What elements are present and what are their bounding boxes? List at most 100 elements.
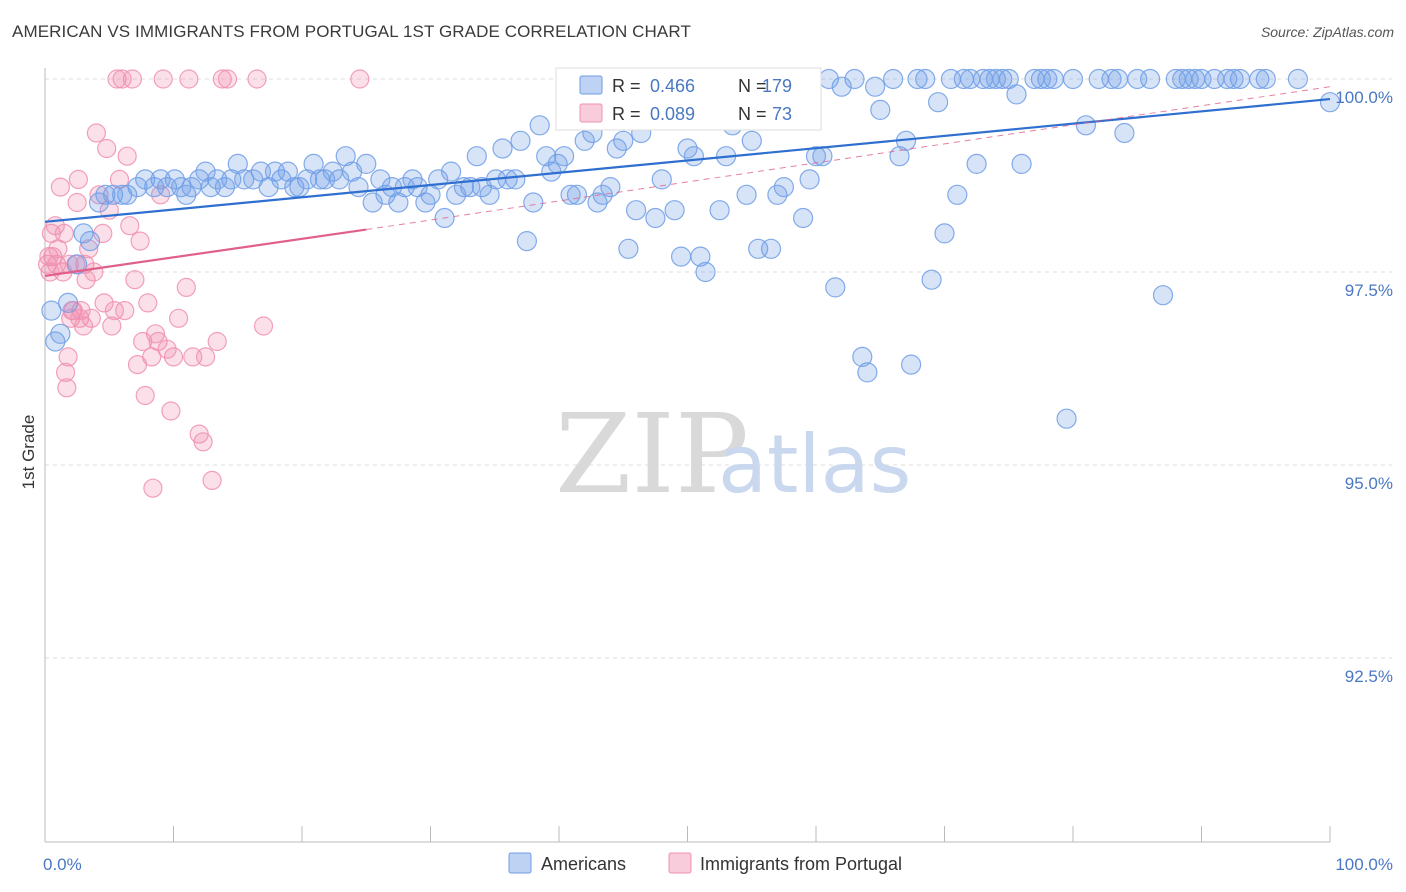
americans-point-151 [1056, 408, 1077, 429]
y-tick-labels: 92.5% 95.0% 97.5% 100.0% [1335, 88, 1393, 686]
portugal-trend-extension [366, 86, 1331, 231]
americans-point-73 [529, 115, 550, 136]
portugal-swatch [579, 103, 603, 123]
americans-point-150 [1043, 68, 1064, 90]
portugal-point-35 [117, 146, 137, 166]
americans-point-170 [1249, 68, 1270, 90]
americans-point-125 [870, 99, 891, 121]
axes [44, 68, 1331, 843]
americans-point-83 [592, 184, 613, 205]
americans-point-38 [303, 153, 324, 174]
legend-americans-swatch [508, 852, 532, 874]
grid-lines [45, 78, 1392, 659]
portugal-point-58 [193, 432, 213, 452]
americans-point-42 [329, 169, 350, 190]
portugal-point-27 [94, 293, 114, 313]
portugal-n-value: 73 [772, 104, 792, 124]
americans-point-155 [1101, 68, 1122, 90]
portugal-r-label: R = [612, 104, 641, 124]
portugal-point-59 [196, 347, 216, 367]
americans-point-80 [574, 130, 595, 151]
americans-point-16 [157, 177, 178, 198]
americans-point-35 [284, 177, 305, 198]
portugal-point-30 [102, 316, 122, 336]
portugal-point-11 [58, 347, 78, 367]
portugal-point-52 [163, 347, 184, 367]
americans-point-86 [613, 130, 634, 151]
portugal-point-26 [93, 223, 113, 243]
portugal-point-10 [57, 378, 77, 398]
portugal-point-63 [217, 69, 238, 89]
americans-point-122 [852, 346, 873, 367]
portugal-point-49 [153, 69, 173, 89]
americans-point-91 [645, 207, 666, 229]
y-axis-label: 1st Grade [19, 415, 38, 490]
bottom-legend: Americans Immigrants from Portugal [508, 852, 902, 874]
portugal-point-53 [169, 308, 189, 328]
americans-point-168 [1223, 68, 1244, 90]
portugal-point-24 [86, 123, 107, 143]
americans-point-6 [73, 223, 94, 244]
americans-point-45 [348, 177, 369, 198]
americans-point-67 [492, 138, 513, 159]
americans-point-123 [857, 362, 878, 383]
americans-point-106 [741, 130, 762, 151]
americans-n-label: N = [738, 76, 767, 96]
portugal-point-51 [161, 401, 181, 421]
americans-point-97 [683, 146, 705, 167]
americans-point-134 [934, 223, 955, 244]
americans-point-88 [625, 200, 647, 221]
portugal-point-46 [145, 324, 166, 344]
americans-point-40 [315, 169, 336, 190]
portugal-r-value: 0.089 [650, 104, 695, 124]
americans-point-131 [915, 68, 936, 90]
americans-point-132 [921, 269, 942, 290]
watermark-zip: ZIP [555, 390, 749, 518]
americans-point-157 [1114, 122, 1135, 144]
americans-point-171 [1255, 68, 1276, 90]
portugal-point-70 [46, 254, 67, 274]
americans-point-130 [907, 68, 928, 90]
americans-point-115 [799, 169, 820, 190]
americans-point-12 [127, 177, 148, 198]
portugal-point-64 [247, 69, 267, 89]
portugal-point-66 [350, 69, 370, 89]
americans-point-111 [773, 177, 795, 198]
portugal-point-22 [81, 308, 101, 328]
americans-point-121 [844, 68, 865, 90]
americans-point-77 [553, 146, 575, 167]
watermark-atlas: atlas [718, 418, 911, 511]
portugal-point-62 [212, 69, 232, 89]
americans-point-46 [356, 153, 377, 174]
x-tick-label-1: 100.0% [1335, 855, 1393, 874]
americans-point-149 [1037, 68, 1058, 90]
americans-point-114 [792, 207, 814, 229]
portugal-point-60 [202, 470, 222, 490]
portugal-point-45 [143, 478, 163, 498]
americans-point-65 [479, 184, 500, 205]
y-tick-label-1: 95.0% [1345, 474, 1393, 493]
portugal-point-61 [207, 331, 227, 352]
source-credit: Source: ZipAtlas.com [1260, 24, 1394, 40]
americans-point-70 [510, 130, 531, 151]
americans-trend-line [44, 97, 1331, 223]
legend-americans-label: Americans [541, 854, 626, 874]
portugal-point-38 [125, 270, 145, 290]
americans-point-173 [1319, 92, 1341, 113]
americans-point-136 [947, 184, 968, 205]
americans-point-101 [709, 200, 730, 221]
portugal-point-43 [138, 293, 158, 313]
americans-point-98 [690, 246, 711, 267]
portugal-point-42 [135, 385, 155, 406]
americans-n-value: 179 [762, 76, 792, 96]
americans-point-31 [258, 177, 279, 198]
portugal-point-36 [120, 216, 140, 236]
portugal-point-72 [104, 301, 125, 321]
americans-point-92 [651, 169, 672, 190]
portugal-point-71 [70, 308, 90, 328]
americans-point-120 [831, 76, 852, 97]
y-tick-label-2: 97.5% [1345, 281, 1393, 300]
americans-point-22 [195, 161, 216, 182]
americans-point-3 [57, 292, 79, 313]
